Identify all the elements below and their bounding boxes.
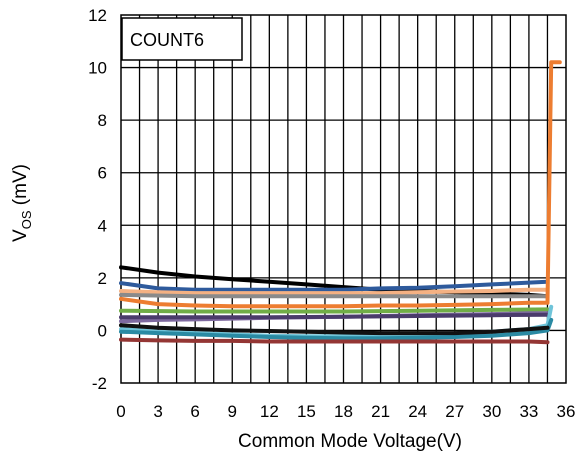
y-axis-title-unit: (mV)	[10, 164, 31, 210]
x-tick-label: 15	[297, 402, 316, 421]
y-tick-label: -2	[92, 374, 107, 393]
legend-label: COUNT6	[130, 30, 204, 50]
legend-box: COUNT6	[121, 17, 243, 61]
y-tick-label: 12	[88, 6, 107, 25]
series-line-5	[119, 60, 562, 309]
y-tick-label: 2	[98, 269, 107, 288]
series-line-11	[119, 323, 550, 336]
series-line-8	[119, 312, 550, 320]
legend-frame	[121, 17, 243, 61]
x-tick-label: 27	[445, 402, 464, 421]
x-tick-label: 6	[190, 402, 199, 421]
x-tick-label: 30	[482, 402, 501, 421]
y-tick-label: 6	[98, 164, 107, 183]
series-line-12	[119, 337, 550, 345]
x-tick-label: 3	[153, 402, 162, 421]
x-tick-label: 18	[334, 402, 353, 421]
y-tick-labels: -2 0 2 4 6 8 10 12	[88, 6, 107, 393]
x-tick-label: 0	[116, 402, 125, 421]
y-axis-title-main: V	[10, 229, 31, 242]
series-line-10	[119, 317, 554, 341]
plot-area-border	[120, 14, 567, 384]
x-tick-label: 36	[557, 402, 576, 421]
x-tick-label: 12	[260, 402, 279, 421]
x-tick-label: 33	[519, 402, 538, 421]
y-tick-label: 8	[98, 111, 107, 130]
y-axis-title-subscript: OS	[19, 210, 34, 229]
y-tick-label: 0	[98, 321, 107, 340]
x-axis-title: Common Mode Voltage(V)	[238, 431, 462, 452]
series-line-2	[119, 279, 550, 292]
y-tick-label: 4	[98, 216, 107, 235]
series-layer	[119, 60, 562, 345]
y-tick-label: 10	[88, 59, 107, 78]
series-line-6	[119, 307, 550, 314]
series-line-3	[119, 287, 550, 296]
series-line-1	[119, 265, 550, 299]
x-tick-label: 9	[228, 402, 237, 421]
x-tick-label: 24	[408, 402, 427, 421]
x-tick-labels: 0 3 6 9 12 15 18 21 24 27 30 33 36	[116, 402, 575, 421]
x-tick-label: 21	[371, 402, 390, 421]
series-line-4	[119, 292, 550, 299]
y-axis-title: VOS (mV)	[10, 164, 34, 242]
